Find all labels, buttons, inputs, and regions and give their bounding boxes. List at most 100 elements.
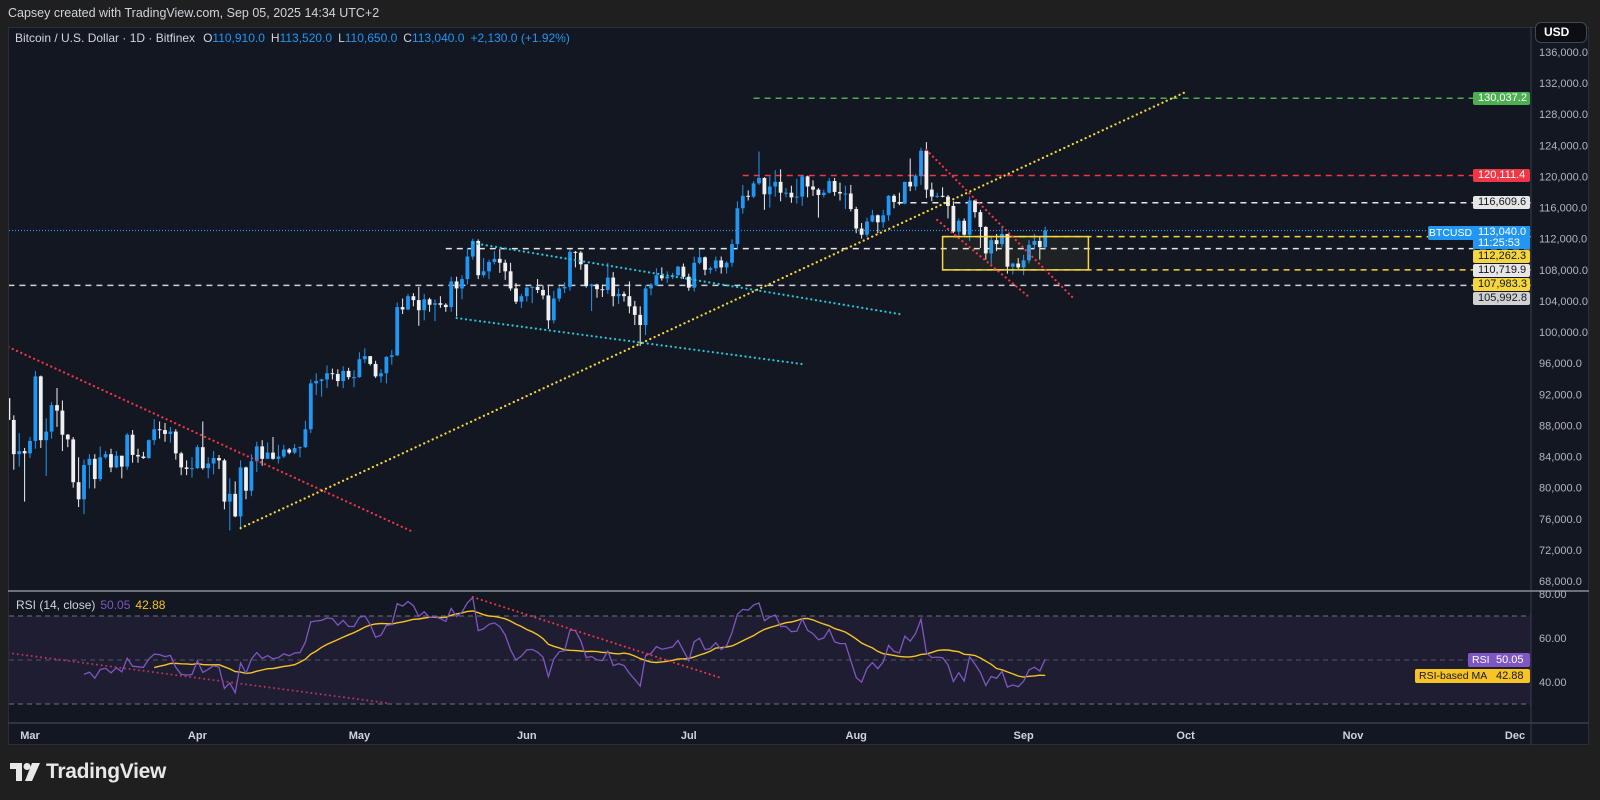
- candle-body: [935, 195, 940, 197]
- currency-button[interactable]: USD: [1535, 22, 1587, 43]
- candle: [886, 195, 891, 221]
- candle: [238, 460, 243, 530]
- candle-body: [584, 264, 589, 287]
- price-tick-label: 72,000.0: [1539, 545, 1582, 557]
- open-value: 110,910.0: [212, 31, 265, 45]
- time-axis[interactable]: Mar Apr May Jun Jul Aug Sep Oct Nov Dec: [20, 730, 1525, 742]
- candle: [908, 158, 913, 192]
- candle: [114, 451, 119, 469]
- candle-body: [638, 314, 643, 325]
- candle: [940, 187, 945, 198]
- price-tick-label: 128,000.0: [1539, 109, 1588, 121]
- candle: [406, 293, 410, 311]
- candle: [649, 282, 653, 296]
- candle: [438, 296, 443, 308]
- candle-body: [98, 457, 103, 480]
- candle: [433, 299, 437, 322]
- candle-body: [854, 209, 859, 229]
- candle: [368, 356, 373, 366]
- candle-body: [173, 431, 178, 454]
- candle: [362, 348, 367, 364]
- candle: [757, 151, 761, 185]
- candle: [141, 451, 146, 459]
- candle: [373, 360, 378, 378]
- candle: [519, 293, 524, 308]
- candle-body: [238, 467, 243, 517]
- candle: [443, 303, 448, 312]
- candle: [389, 349, 394, 365]
- rsi-axis[interactable]: 80.00 60.00 40.00: [1539, 589, 1567, 689]
- candle-body: [49, 405, 54, 432]
- candle: [524, 286, 529, 302]
- candle: [730, 239, 734, 267]
- candle-body: [190, 468, 194, 470]
- candle-body: [589, 284, 594, 287]
- candle: [913, 174, 918, 191]
- candle: [557, 286, 562, 302]
- candle-body: [681, 266, 686, 277]
- tradingview-logo-icon: [10, 763, 40, 781]
- candle-body: [697, 257, 702, 263]
- candle-body: [535, 286, 540, 290]
- candle-body: [600, 289, 605, 291]
- trend-line: [455, 316, 804, 366]
- candle-body: [303, 429, 308, 448]
- candle-body: [902, 181, 907, 204]
- candle: [848, 184, 853, 212]
- candle: [821, 189, 826, 198]
- candle: [595, 283, 599, 298]
- candle: [200, 421, 205, 470]
- candle-body: [703, 257, 707, 270]
- candle-body: [249, 461, 254, 491]
- price-tick-label: 112,000.0: [1539, 234, 1587, 246]
- candle-body: [616, 293, 621, 297]
- candle-body: [627, 296, 632, 307]
- candle: [789, 185, 794, 203]
- candle: [508, 262, 513, 291]
- tradingview-logo[interactable]: TradingView: [10, 760, 166, 784]
- candle-body: [265, 452, 270, 459]
- candle-body: [838, 191, 842, 194]
- rsi-title[interactable]: RSI (14, close): [16, 598, 96, 612]
- candle-body: [789, 192, 794, 198]
- time-tick-label: May: [349, 730, 371, 742]
- candle: [303, 420, 308, 448]
- candle: [843, 185, 848, 210]
- candle: [319, 378, 324, 397]
- candle-body: [994, 240, 999, 245]
- candle-body: [325, 373, 329, 380]
- candle: [346, 367, 351, 380]
- candle-body: [55, 405, 59, 411]
- candle-body: [163, 430, 167, 434]
- price-axis[interactable]: 136,000.0 132,000.0 128,000.0 124,000.0 120,…: [1539, 47, 1588, 588]
- candle-body: [816, 189, 821, 196]
- candle: [589, 283, 594, 311]
- candle-body: [373, 363, 378, 377]
- candle-body: [811, 186, 815, 190]
- candle: [179, 451, 184, 476]
- time-tick-label: Aug: [846, 730, 867, 742]
- candle-body: [319, 379, 324, 382]
- candle: [281, 444, 286, 459]
- candle: [551, 290, 556, 324]
- candle: [897, 192, 902, 206]
- candle-body: [341, 370, 346, 382]
- symbol-title[interactable]: Bitcoin / U.S. Dollar · 1D · Bitfinex: [15, 31, 196, 45]
- open-label: O: [203, 31, 213, 45]
- price-tick-label: 68,000.0: [1539, 576, 1582, 588]
- candle-body: [503, 262, 508, 272]
- candle: [740, 184, 745, 214]
- candle-body: [870, 215, 875, 222]
- candle: [11, 415, 16, 470]
- candle: [357, 352, 362, 378]
- candle: [130, 430, 135, 463]
- candle-body: [357, 359, 362, 378]
- candle: [973, 199, 977, 218]
- candle-body: [438, 303, 443, 305]
- rsi-value: 50.05: [100, 598, 131, 612]
- time-tick-label: Mar: [20, 730, 40, 742]
- candle-body: [103, 454, 108, 458]
- candle: [584, 264, 589, 288]
- candle: [481, 258, 486, 278]
